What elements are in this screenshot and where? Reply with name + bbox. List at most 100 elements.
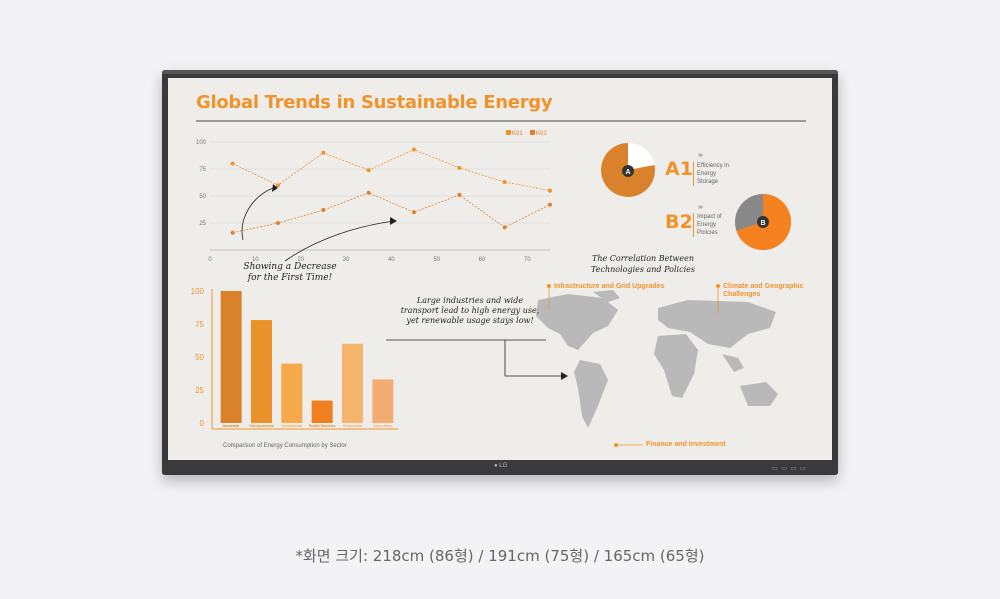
b2-desc-line: Energy	[697, 222, 717, 228]
data-point-K01	[276, 183, 280, 188]
b2-chevron-icon: ›››	[698, 204, 703, 211]
map-dot	[716, 284, 720, 288]
arrow-to-map	[504, 340, 565, 377]
pie-a1-badge-bg	[622, 165, 634, 177]
data-point-K01	[502, 179, 507, 184]
map-dot	[614, 443, 618, 447]
series-line-K01	[232, 149, 551, 191]
y-tick-label: 0	[200, 419, 205, 428]
category-label: Commercial	[282, 424, 303, 428]
a1-desc-line: Storage	[697, 179, 719, 185]
arrow-decrease	[241, 187, 274, 241]
y-tick-label: 50	[199, 194, 206, 200]
data-point-K01	[412, 147, 416, 152]
pie-a1-badge: A	[625, 169, 630, 176]
arrow-head	[390, 217, 397, 225]
bar-caption: Comparison of Energy Consumption by Sect…	[223, 443, 347, 449]
x-tick-label: 20	[297, 257, 304, 263]
tv-control-icons: ▭ ▭ ▭ ▭	[772, 466, 807, 472]
legend-label: K02	[536, 131, 547, 137]
category-label: Transportation	[249, 424, 274, 428]
data-point-K02	[321, 208, 326, 213]
pie-b2-badge-bg	[757, 216, 769, 228]
data-point-K02	[457, 192, 462, 197]
x-tick-label: 50	[433, 257, 440, 263]
map-label-finance: Finance and Investment	[646, 441, 726, 448]
legend-swatch	[506, 130, 511, 135]
data-point-K01	[230, 161, 235, 166]
bar-public-services	[311, 400, 333, 423]
map-label-climate: Climate and Geographic Challenges	[723, 283, 804, 299]
screen-size-footnote: *화면 크기: 218cm (86형) / 191cm (75형) / 165c…	[295, 547, 705, 565]
data-point-K01	[457, 165, 462, 170]
bar-transportation	[251, 320, 272, 423]
map-annotation-line: transport lead to high energy use,	[400, 306, 540, 315]
b2-desc-line: Impact of	[697, 214, 722, 220]
series-line-K02	[232, 192, 551, 234]
line-annotation: Showing a Decrease for the First Time!	[220, 262, 360, 284]
x-tick-label: 60	[479, 257, 486, 263]
map-eurasia	[658, 300, 776, 348]
tv-bottom-bezel: ● LG ▭ ▭ ▭ ▭	[162, 460, 838, 475]
category-label: Public Services	[309, 424, 336, 428]
a1-label: A1	[665, 158, 693, 180]
bar-residential	[342, 343, 363, 423]
tv-logo: ● LG	[494, 463, 508, 469]
category-label: Agriculture	[373, 424, 392, 428]
map-label-climate-line: Climate and Geographic	[723, 283, 804, 290]
b2-desc-line: Policies	[697, 230, 718, 236]
arrow-head	[561, 372, 568, 380]
map-annotation: Large industries and wide transport lead…	[380, 296, 560, 326]
line-annotation-line-2: for the First Time!	[247, 273, 333, 283]
map-dot	[547, 284, 551, 288]
category-label: Industrial	[223, 424, 239, 428]
data-point-K02	[230, 230, 235, 235]
a1-desc-line: Energy	[697, 171, 717, 177]
map-label-climate-line: Challenges	[723, 291, 761, 298]
pie-b2: B	[735, 194, 791, 250]
arrow-to-series	[284, 220, 395, 262]
x-tick-label: 70	[524, 257, 531, 263]
legend-swatch	[530, 130, 535, 135]
data-point-K02	[366, 190, 371, 195]
category-label: Residential	[343, 424, 362, 428]
slide-screen: Global Trends in Sustainable Energy 25 50…	[168, 78, 832, 460]
x-tick-label: 40	[388, 257, 395, 263]
correlation-title: The Correlation Between Technologies and…	[573, 253, 713, 275]
x-tick-label: 30	[343, 257, 350, 263]
data-point-K02	[502, 225, 507, 230]
y-tick-label: 50	[195, 353, 204, 362]
y-tick-label: 100	[191, 287, 205, 296]
map-south-america	[574, 360, 608, 428]
map-australia	[740, 382, 778, 406]
y-tick-label: 25	[199, 221, 206, 227]
map-label-infrastructure: Infrastructure and Grid Upgrades	[554, 283, 665, 290]
slide-title: Global Trends in Sustainable Energy	[196, 92, 553, 113]
bar-industrial	[220, 291, 242, 423]
x-tick-label: 10	[252, 257, 259, 263]
data-point-K01	[321, 150, 326, 155]
y-tick-label: 75	[199, 167, 206, 173]
annotation-arrows	[241, 184, 719, 446]
bar-chart: 0 25 50 75 100 Industrial Transportation Commer…	[191, 287, 398, 430]
bar-commercial	[281, 363, 303, 423]
b2-label: B2	[665, 211, 693, 233]
arrow-head	[272, 184, 278, 192]
a1-description: Efficiency in Energy Storage	[693, 162, 729, 186]
pie-a1: A	[601, 143, 655, 197]
world-map	[536, 290, 778, 428]
correlation-title-line: The Correlation Between	[592, 254, 694, 263]
data-point-K01	[366, 168, 371, 173]
data-point-K01	[548, 188, 552, 193]
y-tick-label: 25	[195, 386, 204, 395]
data-point-K02	[412, 210, 416, 215]
map-africa	[654, 334, 698, 398]
map-annotation-line: yet renewable usage stays low!	[406, 316, 534, 325]
title-divider	[196, 120, 806, 122]
map-north-america	[536, 294, 618, 350]
x-tick-label: 0	[208, 257, 212, 263]
line-chart: 25 50 75 100 0 10 20 30 40 50 60 70 K01 K02	[196, 130, 552, 263]
correlation-title-line: Technologies and Policies	[591, 265, 695, 274]
legend-label: K01	[512, 131, 523, 137]
